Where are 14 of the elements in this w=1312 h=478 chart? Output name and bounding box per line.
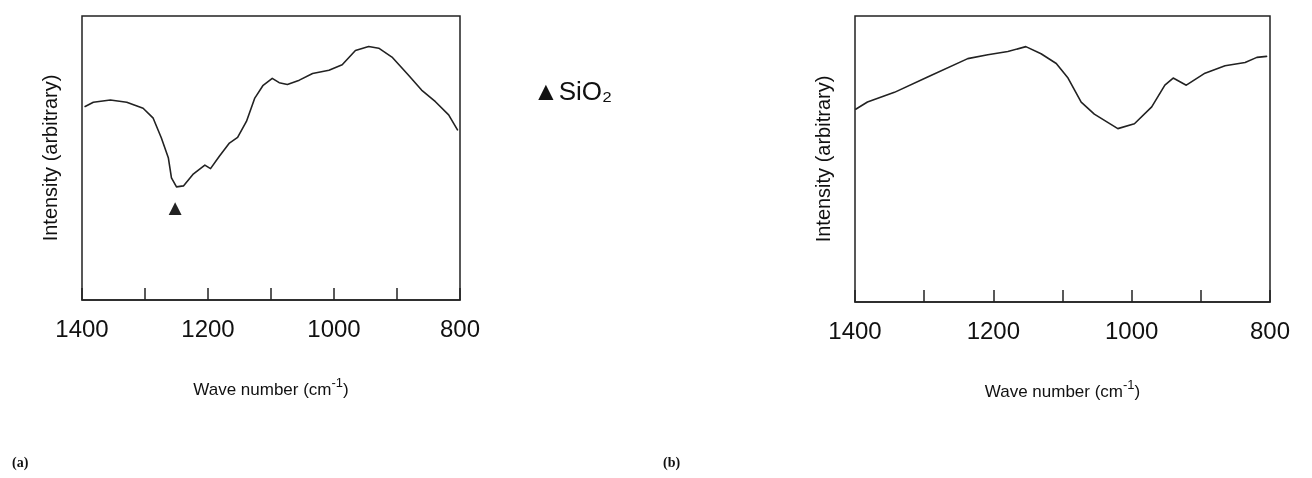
text: (b) bbox=[663, 454, 681, 471]
annotation: ▲ bbox=[164, 195, 187, 221]
text: (a) bbox=[12, 454, 29, 471]
text: ▲SiO₂ bbox=[533, 76, 613, 106]
x-tick-label: 1000 bbox=[1104, 316, 1159, 344]
x-tick-label: 800 bbox=[439, 314, 481, 342]
x-tick-label: 1400 bbox=[55, 314, 109, 342]
y-axis-title: Intensity (arbitrary) bbox=[812, 75, 834, 243]
x-tick-label: 1200 bbox=[181, 314, 235, 342]
x-tick-label: 1200 bbox=[966, 316, 1021, 344]
x-tick-label: 1000 bbox=[307, 314, 361, 342]
y-axis-title: Intensity (arbitrary) bbox=[39, 74, 61, 242]
x-tick-label: 800 bbox=[1249, 316, 1291, 344]
x-tick-label: 1400 bbox=[828, 316, 882, 344]
